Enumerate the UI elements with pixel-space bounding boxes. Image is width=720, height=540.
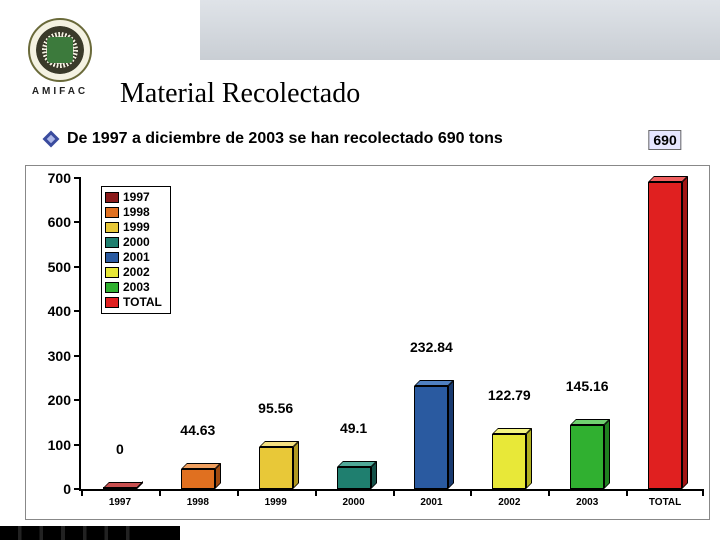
bar bbox=[570, 425, 604, 489]
y-axis-label: 700 bbox=[48, 170, 71, 186]
y-axis-label: 100 bbox=[48, 437, 71, 453]
x-axis-label: 2000 bbox=[342, 497, 364, 508]
legend-label: 2000 bbox=[123, 235, 150, 250]
legend-item: 1999 bbox=[105, 220, 162, 235]
legend-item: 2002 bbox=[105, 265, 162, 280]
legend-label: TOTAL bbox=[123, 295, 162, 310]
bar bbox=[648, 182, 682, 489]
legend-label: 1997 bbox=[123, 190, 150, 205]
x-tick bbox=[159, 489, 161, 496]
x-axis-label: 1997 bbox=[109, 497, 131, 508]
y-tick bbox=[74, 310, 81, 312]
bar bbox=[337, 467, 371, 489]
legend-item: 1998 bbox=[105, 205, 162, 220]
legend-swatch bbox=[105, 237, 119, 248]
legend-swatch bbox=[105, 222, 119, 233]
legend-item: 2003 bbox=[105, 280, 162, 295]
bar bbox=[492, 434, 526, 489]
bar-value-label: 0 bbox=[112, 440, 128, 458]
legend-swatch bbox=[105, 282, 119, 293]
legend-swatch bbox=[105, 192, 119, 203]
y-axis-label: 600 bbox=[48, 214, 71, 230]
x-tick bbox=[315, 489, 317, 496]
x-axis bbox=[79, 489, 704, 491]
y-axis-label: 500 bbox=[48, 259, 71, 275]
chart-container: 0 100 200 300 400 500 600 700 1997 0 1998 44.63 1999… bbox=[25, 165, 710, 520]
legend-item: 1997 bbox=[105, 190, 162, 205]
x-tick bbox=[81, 489, 83, 496]
legend-swatch bbox=[105, 252, 119, 263]
legend-item: TOTAL bbox=[105, 295, 162, 310]
y-tick bbox=[74, 444, 81, 446]
logo-text: AMIFAC bbox=[20, 86, 100, 97]
y-tick bbox=[74, 221, 81, 223]
bar-value-label: 122.79 bbox=[484, 386, 535, 404]
legend-label: 2003 bbox=[123, 280, 150, 295]
x-tick bbox=[626, 489, 628, 496]
bar bbox=[259, 447, 293, 489]
legend: 1997199819992000200120022003TOTAL bbox=[101, 186, 171, 314]
x-tick bbox=[702, 489, 704, 496]
y-tick bbox=[74, 399, 81, 401]
legend-item: 2000 bbox=[105, 235, 162, 250]
x-axis-label: 2001 bbox=[420, 497, 442, 508]
summary-text: De 1997 a diciembre de 2003 se han recol… bbox=[67, 130, 503, 148]
x-tick bbox=[237, 489, 239, 496]
legend-label: 2001 bbox=[123, 250, 150, 265]
x-axis-label: 1998 bbox=[187, 497, 209, 508]
bar-value-label: 232.84 bbox=[406, 338, 457, 356]
x-tick bbox=[393, 489, 395, 496]
legend-label: 2002 bbox=[123, 265, 150, 280]
bar-value-label: 95.56 bbox=[254, 399, 297, 417]
y-axis-label: 200 bbox=[48, 392, 71, 408]
legend-swatch bbox=[105, 207, 119, 218]
bar bbox=[414, 386, 448, 489]
x-axis-label: 2002 bbox=[498, 497, 520, 508]
y-tick bbox=[74, 488, 81, 490]
x-tick bbox=[548, 489, 550, 496]
y-tick bbox=[74, 266, 81, 268]
y-axis-label: 400 bbox=[48, 303, 71, 319]
logo-block: AMIFAC bbox=[20, 18, 100, 97]
bar-value-label: 44.63 bbox=[176, 421, 219, 439]
plot-area: 010020030040050060070019970199844.631999… bbox=[81, 178, 704, 489]
header-band bbox=[200, 0, 720, 60]
summary-bullet: De 1997 a diciembre de 2003 se han recol… bbox=[45, 130, 700, 148]
page-title: Material Recolectado bbox=[120, 78, 360, 110]
legend-swatch bbox=[105, 297, 119, 308]
diamond-bullet-icon bbox=[43, 131, 60, 148]
legend-item: 2001 bbox=[105, 250, 162, 265]
bar-value-label: 145.16 bbox=[562, 377, 613, 395]
y-axis-label: 300 bbox=[48, 348, 71, 364]
legend-label: 1998 bbox=[123, 205, 150, 220]
y-axis bbox=[79, 178, 81, 489]
x-axis-label: TOTAL bbox=[649, 497, 681, 508]
x-axis-label: 1999 bbox=[265, 497, 287, 508]
legend-label: 1999 bbox=[123, 220, 150, 235]
bar-value-label: 49.1 bbox=[336, 419, 371, 437]
bar bbox=[181, 469, 215, 489]
y-axis-label: 0 bbox=[63, 481, 71, 497]
bar bbox=[103, 488, 137, 489]
footer-stripe bbox=[0, 526, 180, 540]
x-axis-label: 2003 bbox=[576, 497, 598, 508]
y-tick bbox=[74, 355, 81, 357]
legend-swatch bbox=[105, 267, 119, 278]
x-tick bbox=[470, 489, 472, 496]
amifac-logo-icon bbox=[28, 18, 92, 82]
y-tick bbox=[74, 177, 81, 179]
bar-value-label: 690 bbox=[648, 130, 681, 150]
